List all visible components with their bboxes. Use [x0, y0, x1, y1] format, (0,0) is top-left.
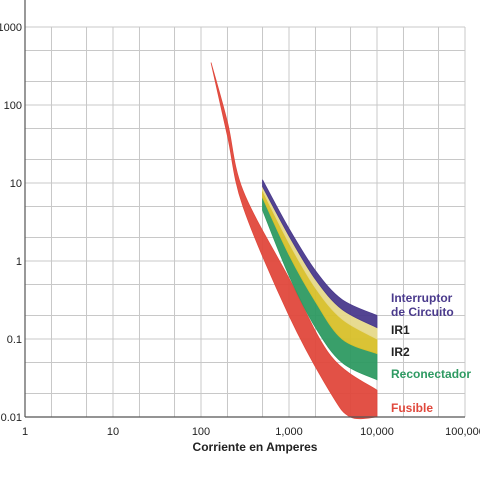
x-tick-labels: 1 10 100 1,000 10,000 100,000 [22, 426, 480, 438]
interruptor-label: de Circuito [391, 305, 454, 319]
band-interruptor-de-circuito [262, 179, 378, 329]
reconectador-label: Reconectador [391, 367, 471, 381]
curve-bands [210, 62, 378, 420]
ir2-label: IR2 [391, 345, 410, 359]
x-tick-label: 100 [192, 426, 210, 438]
x-axis-label: Corriente en Amperes [193, 440, 318, 454]
interruptor-label: Interruptor [391, 291, 453, 305]
y-tick-label: 0.1 [7, 334, 22, 346]
y-tick-label: 10 [10, 178, 22, 190]
x-tick-label: 1,000 [275, 426, 303, 438]
x-tick-label: 10 [107, 426, 119, 438]
band-fusible [210, 62, 378, 420]
fusible-label: Fusible [391, 401, 433, 415]
x-tick-label: 1 [22, 426, 28, 438]
ir1-label: IR1 [391, 323, 410, 337]
y-tick-label: 1 [16, 256, 22, 268]
x-tick-label: 10,000 [360, 426, 394, 438]
y-tick-label: 100 [4, 100, 22, 112]
y-tick-labels: 1000 100 10 1 0.1 0.01 [0, 22, 22, 424]
axes [24, 0, 465, 418]
y-tick-label: 1000 [0, 22, 22, 34]
x-tick-label: 100,000 [445, 426, 480, 438]
y-tick-label: 0.01 [1, 412, 22, 424]
